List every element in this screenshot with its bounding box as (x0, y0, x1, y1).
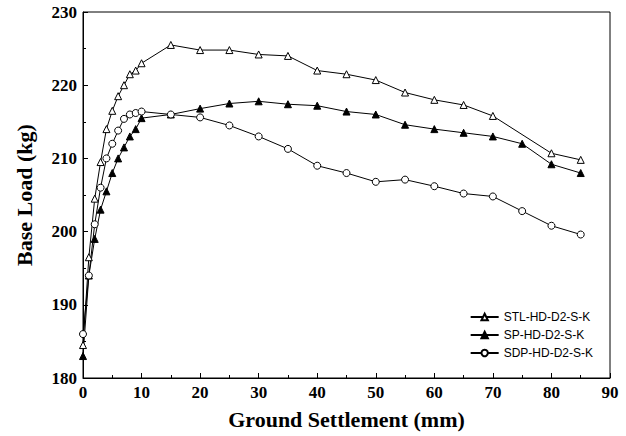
svg-text:10: 10 (133, 383, 150, 402)
svg-text:200: 200 (52, 222, 78, 241)
svg-text:70: 70 (484, 383, 501, 402)
svg-text:90: 90 (602, 383, 619, 402)
svg-text:60: 60 (426, 383, 443, 402)
svg-text:STL-HD-D2-S-K: STL-HD-D2-S-K (504, 310, 591, 324)
svg-text:Base Load (kg): Base Load (kg) (12, 124, 37, 266)
svg-text:SP-HD-D2-S-K: SP-HD-D2-S-K (504, 328, 585, 342)
svg-text:0: 0 (79, 383, 88, 402)
svg-text:SDP-HD-D2-S-K: SDP-HD-D2-S-K (504, 346, 593, 360)
svg-text:80: 80 (543, 383, 560, 402)
svg-text:20: 20 (192, 383, 209, 402)
svg-text:220: 220 (52, 76, 78, 95)
svg-text:190: 190 (52, 295, 78, 314)
svg-text:210: 210 (52, 149, 78, 168)
svg-text:230: 230 (52, 3, 78, 22)
svg-text:50: 50 (367, 383, 384, 402)
svg-text:40: 40 (309, 383, 326, 402)
svg-text:180: 180 (52, 369, 78, 388)
svg-text:30: 30 (250, 383, 267, 402)
svg-text:Ground Settlement (mm): Ground Settlement (mm) (228, 407, 465, 432)
